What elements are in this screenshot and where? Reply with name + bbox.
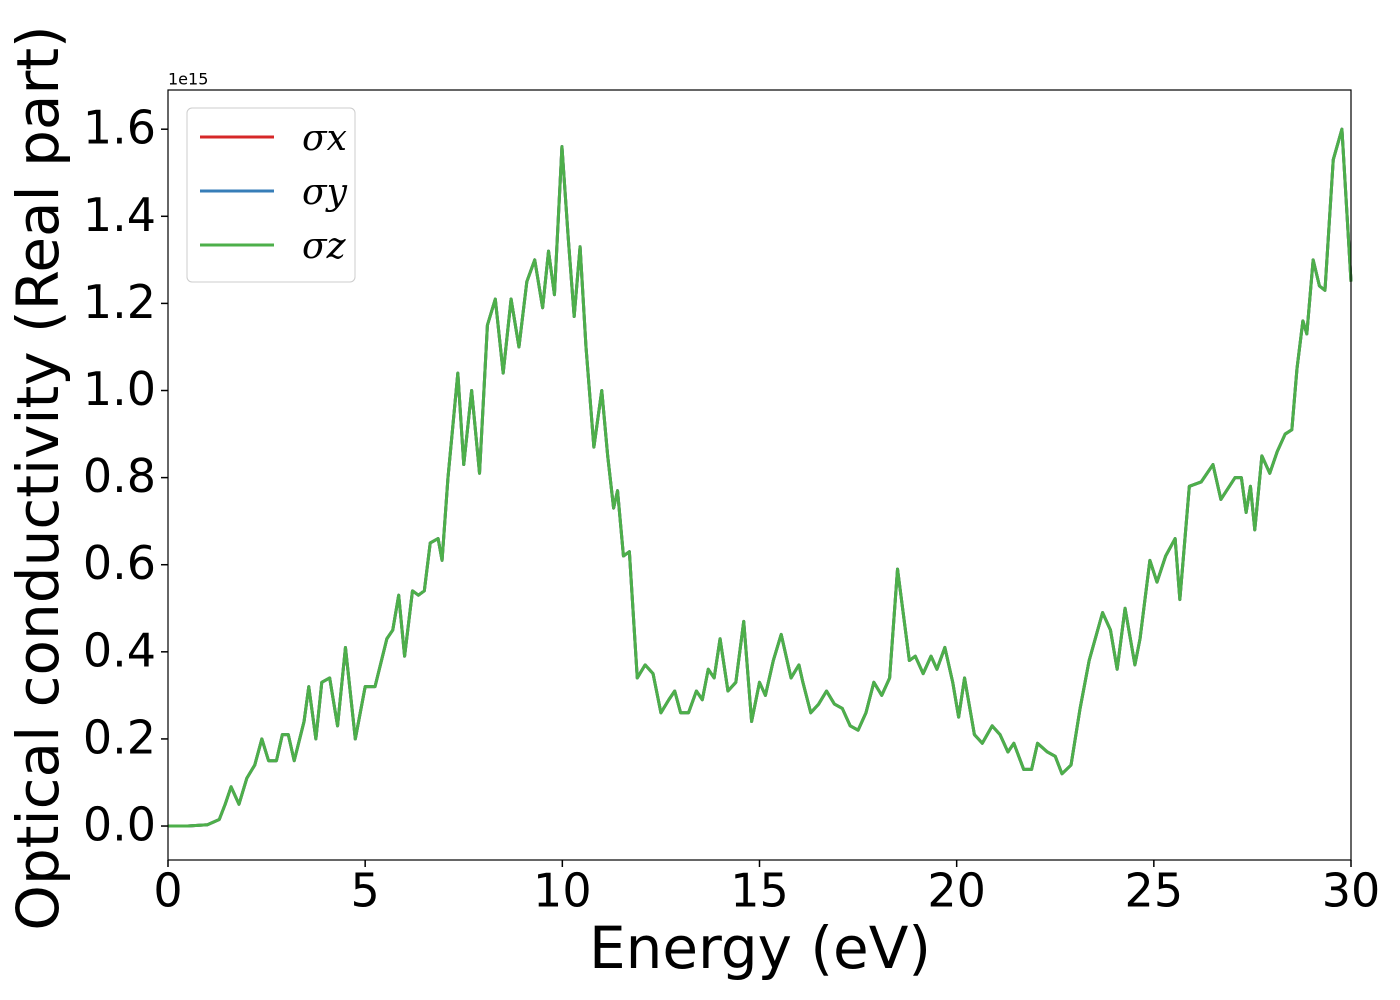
legend-box	[186, 107, 356, 283]
y-offset-label: 1e15	[168, 70, 208, 89]
x-tick-label: 0	[153, 864, 182, 918]
y-tick-label: 0.2	[83, 710, 156, 764]
x-tick-label: 10	[533, 864, 592, 918]
legend-label: σy	[302, 172, 348, 213]
y-tick-label: 0.4	[83, 623, 156, 677]
y-tick-label: 1.6	[83, 101, 156, 155]
x-tick-label: 25	[1125, 864, 1184, 918]
x-tick-label: 15	[730, 864, 789, 918]
legend: σx σy σz	[186, 107, 356, 283]
y-tick-label: 1.0	[83, 362, 156, 416]
x-tick-label: 30	[1322, 864, 1381, 918]
legend-label: σz	[302, 226, 347, 267]
y-tick-label: 1.4	[83, 188, 156, 242]
x-axis-label: Energy (eV)	[589, 914, 931, 982]
y-tick-label: 1.2	[83, 275, 156, 329]
series-line	[168, 127, 1353, 828]
x-tick-label: 20	[927, 864, 986, 918]
y-axis-label: Optical conductivity (Real part)	[4, 25, 72, 930]
y-tick-label: 0.0	[83, 798, 156, 852]
plot-frame	[167, 89, 1352, 861]
x-tick-label: 5	[351, 864, 380, 918]
y-tick-label: 0.8	[83, 449, 156, 503]
y-tick-label: 0.6	[83, 536, 156, 590]
legend-label: σx	[302, 118, 347, 159]
